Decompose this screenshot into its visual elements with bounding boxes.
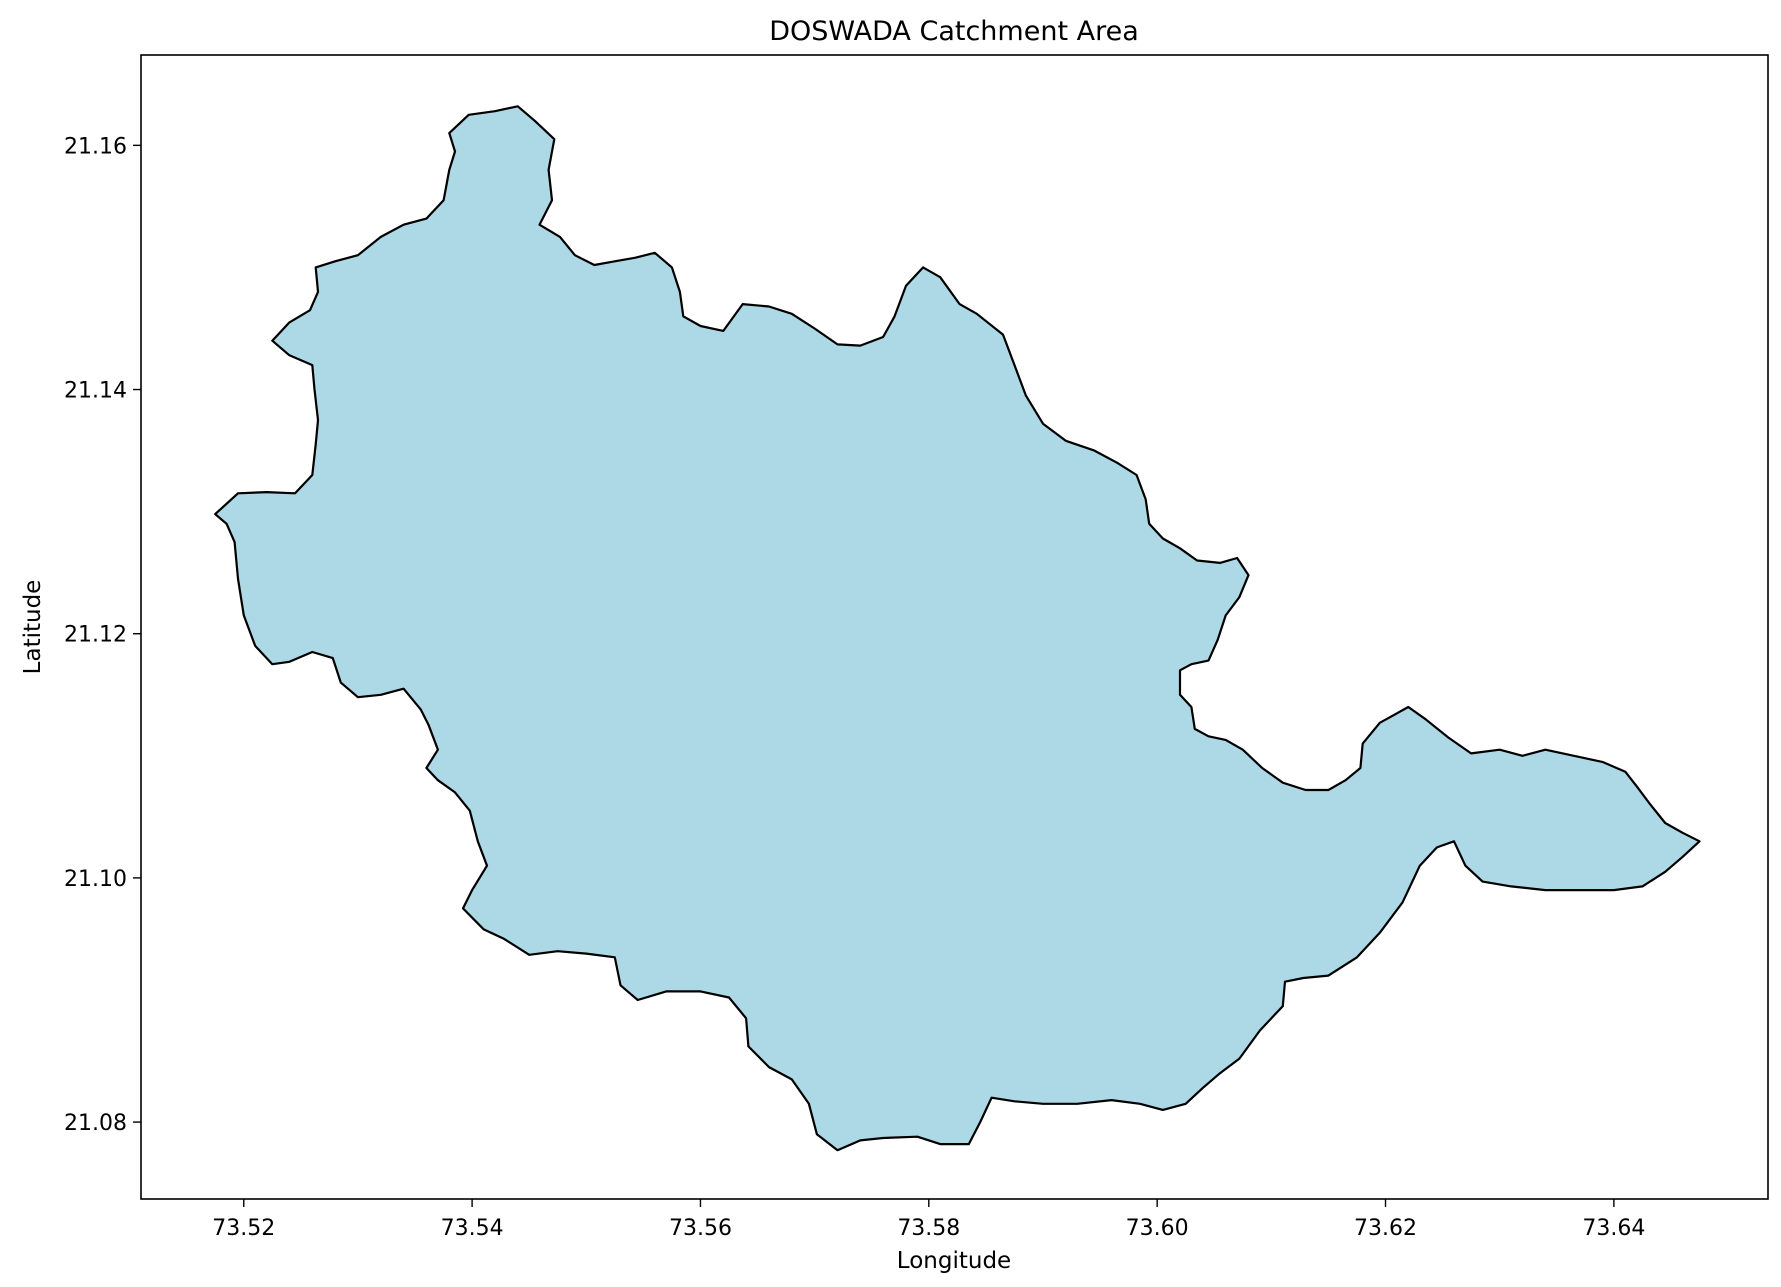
y-tick-label: 21.16 — [64, 134, 127, 159]
x-tick-label: 73.54 — [441, 1216, 504, 1241]
catchment-polygon — [214, 105, 1701, 1152]
x-tick-label: 73.58 — [897, 1216, 960, 1241]
y-tick-label: 21.08 — [64, 1111, 127, 1136]
y-axis-label: Latitude — [20, 580, 46, 675]
map-layer — [214, 105, 1701, 1152]
y-tick-label: 21.10 — [64, 867, 127, 892]
plot-frame — [140, 54, 1769, 1200]
x-axis-label: Longitude — [897, 1248, 1011, 1274]
x-axis-ticks: 73.52 73.54 73.56 73.58 73.60 73.62 73.64 — [212, 1199, 1645, 1241]
x-tick-label: 73.52 — [212, 1216, 275, 1241]
x-tick-label: 73.64 — [1582, 1216, 1645, 1241]
x-tick-label: 73.60 — [1126, 1216, 1189, 1241]
chart-title: DOSWADA Catchment Area — [769, 16, 1139, 47]
y-tick-label: 21.14 — [64, 379, 127, 404]
y-axis-ticks: 21.08 21.10 21.12 21.14 21.16 — [64, 134, 141, 1136]
y-tick-label: 21.12 — [64, 623, 127, 648]
x-tick-label: 73.62 — [1354, 1216, 1417, 1241]
x-tick-label: 73.56 — [669, 1216, 732, 1241]
